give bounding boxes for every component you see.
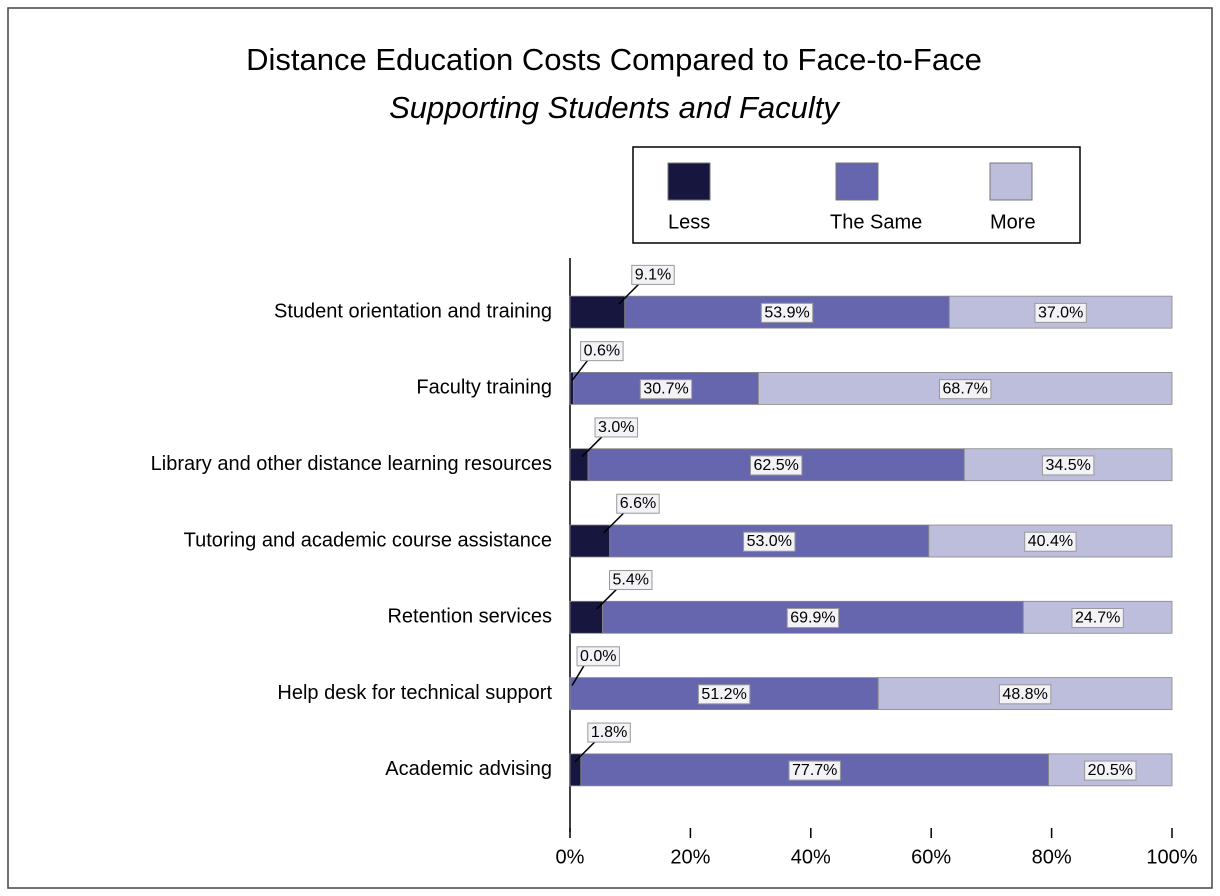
value-label: 20.5% [1088, 762, 1133, 779]
leader-line [571, 665, 585, 686]
bar-segment [569, 600, 603, 634]
value-label: 6.6% [620, 495, 656, 512]
value-label: 30.7% [643, 381, 688, 398]
x-tick-label: 40% [791, 846, 831, 868]
value-label: 62.5% [753, 457, 798, 474]
value-label: 1.8% [591, 724, 627, 741]
legend-label: More [990, 211, 1036, 233]
value-label: 0.6% [584, 343, 620, 360]
value-label-box [697, 684, 751, 705]
value-label: 40.4% [1028, 533, 1073, 550]
value-label-box [594, 417, 639, 438]
value-label: 69.9% [790, 610, 835, 627]
value-label-box [609, 570, 653, 591]
value-label-box [998, 684, 1052, 705]
value-label: 51.2% [701, 686, 746, 703]
value-label-box [1084, 760, 1137, 781]
x-tick-label: 0% [556, 846, 585, 868]
bar-segment [569, 372, 575, 405]
legend-swatch [989, 162, 1033, 201]
value-label-box [639, 379, 693, 400]
category-label: Retention services [387, 606, 552, 628]
x-tick-label: 60% [911, 846, 951, 868]
category-label: Tutoring and academic course assistance [184, 529, 552, 551]
value-label: 3.0% [598, 419, 634, 436]
category-label: Faculty training [416, 377, 552, 399]
value-label-box [1034, 302, 1087, 323]
value-label: 9.1% [635, 266, 671, 283]
category-label: Academic advising [385, 758, 552, 780]
value-label-box [1041, 455, 1095, 476]
value-label-box [760, 302, 814, 323]
leader-line [618, 283, 640, 305]
value-label: 53.9% [764, 304, 809, 321]
value-label-box [743, 531, 796, 552]
value-label-box [631, 264, 675, 285]
chart-title: Distance Education Costs Compared to Fac… [246, 42, 982, 77]
value-label-box [939, 379, 992, 400]
bar-segment [569, 524, 611, 558]
bar-segment [569, 753, 582, 787]
leader-line [571, 359, 589, 381]
value-label: 48.8% [1002, 686, 1047, 703]
x-tick-label: 20% [670, 846, 710, 868]
value-label: 37.0% [1038, 304, 1083, 321]
value-label-box [1024, 531, 1077, 552]
legend-label: The Same [830, 211, 922, 233]
leader-line [595, 588, 618, 610]
value-label: 24.7% [1075, 610, 1120, 627]
value-label-box [587, 722, 631, 743]
value-label-box [1071, 608, 1124, 629]
category-label: Library and other distance learning reso… [151, 453, 552, 475]
leader-line [581, 436, 603, 458]
leader-line [603, 512, 625, 534]
bar-segment [569, 295, 626, 329]
category-label: Help desk for technical support [277, 682, 552, 704]
category-label: Student orientation and training [274, 300, 552, 322]
value-label: 0.0% [580, 648, 616, 665]
x-tick-label: 100% [1146, 846, 1197, 868]
value-label: 68.7% [943, 381, 988, 398]
leader-line [574, 741, 596, 763]
value-label: 77.7% [792, 762, 837, 779]
value-label-box [576, 646, 620, 667]
legend-swatch [667, 162, 711, 201]
chart-subtitle: Supporting Students and Faculty [389, 90, 841, 125]
value-label: 5.4% [613, 572, 649, 589]
value-label: 34.5% [1045, 457, 1090, 474]
value-label-box [786, 608, 840, 629]
value-label-box [749, 455, 803, 476]
legend-label: Less [668, 211, 710, 233]
value-label-box [580, 341, 624, 362]
value-label: 53.0% [747, 533, 792, 550]
legend-swatch [835, 162, 879, 201]
value-label-box [616, 493, 660, 514]
x-tick-label: 80% [1032, 846, 1072, 868]
value-label-box [788, 760, 841, 781]
